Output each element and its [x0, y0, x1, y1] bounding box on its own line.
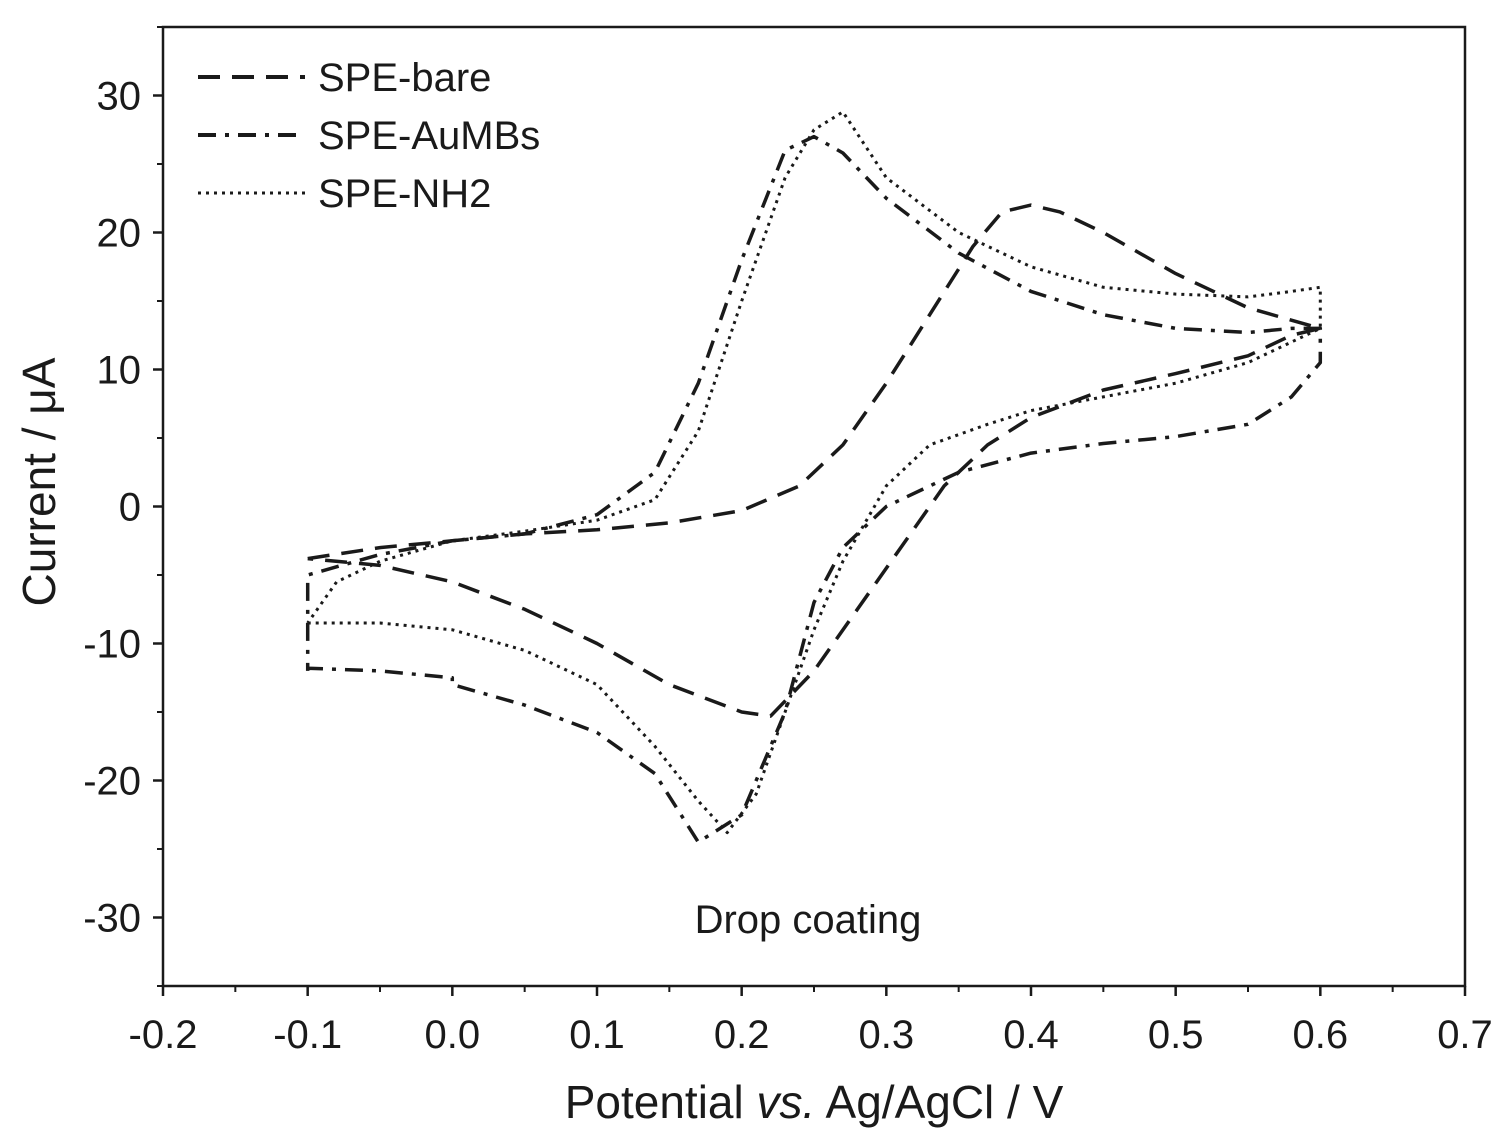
- x-tick-label-0-0: 0.0: [425, 1013, 481, 1057]
- y-tick-label-10: 10: [97, 349, 142, 393]
- x-axis-title-part-2: vs.: [757, 1076, 816, 1128]
- x-tick-label-0-1: 0.1: [569, 1013, 625, 1057]
- annotation-drop-coating: Drop coating: [695, 898, 922, 942]
- y-tick-label-20: 20: [97, 212, 142, 256]
- x-tick-label-0-2: 0.2: [714, 1013, 770, 1057]
- x-tick-label-0-5: 0.5: [1148, 1013, 1204, 1057]
- x-tick-label-0-7: 0.7: [1437, 1013, 1493, 1057]
- x-tick-label-0-1: -0.1: [273, 1013, 342, 1057]
- y-axis-title: Current / μA: [13, 357, 65, 606]
- y-tick-label-10: -10: [83, 623, 141, 667]
- x-axis-title-part-3: Ag/AgCl / V: [815, 1076, 1063, 1128]
- x-tick-label-0-4: 0.4: [1003, 1013, 1059, 1057]
- series-line-spe-bare: [307, 203, 1323, 718]
- y-axis-ticks: -30 -20 -10 0 10 20 30: [83, 26, 163, 987]
- series-line-spe-nh2: [306, 110, 1322, 835]
- x-axis-title: Potential vs. Ag/AgCl / V: [565, 1076, 1064, 1128]
- legend-label-spe-bare: SPE-bare: [318, 56, 491, 100]
- series-line-spe-aumbs: [305, 134, 1323, 844]
- y-tick-label-30: 30: [97, 75, 142, 119]
- series-layer: [305, 110, 1323, 844]
- plot-area-frame: [161, 25, 1467, 988]
- legend: SPE-bare SPE-AuMBs SPE-NH2: [198, 56, 540, 216]
- legend-label-spe-aumbs: SPE-AuMBs: [318, 114, 540, 158]
- y-tick-label-30: -30: [83, 897, 141, 941]
- x-tick-label-0-6: 0.6: [1293, 1013, 1349, 1057]
- y-tick-label-0: 0: [119, 486, 141, 530]
- x-tick-label-0-3: 0.3: [859, 1013, 915, 1057]
- x-axis-title-part-1: Potential: [565, 1076, 757, 1128]
- y-tick-label-20: -20: [83, 760, 141, 804]
- x-tick-label-0-2: -0.2: [129, 1013, 198, 1057]
- x-axis-ticks: -0.2 -0.1 0.0 0.1 0.2 0.3 0.4 0.5 0.6 0.7: [129, 986, 1493, 1057]
- legend-label-spe-nh2: SPE-NH2: [318, 172, 491, 216]
